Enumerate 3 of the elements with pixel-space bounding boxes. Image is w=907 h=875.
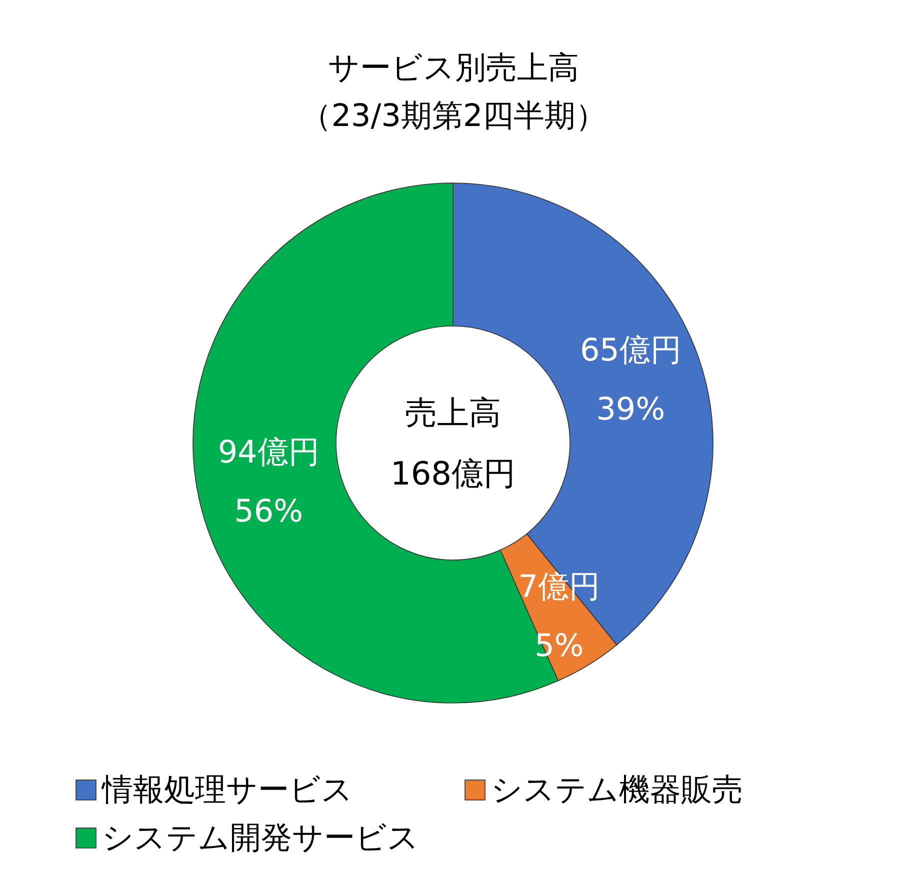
title: サービス別売上高	[328, 50, 579, 86]
annotation: 売上高 168億円	[390, 394, 516, 492]
subtitle: （23/3期第2四半期）	[300, 98, 607, 134]
